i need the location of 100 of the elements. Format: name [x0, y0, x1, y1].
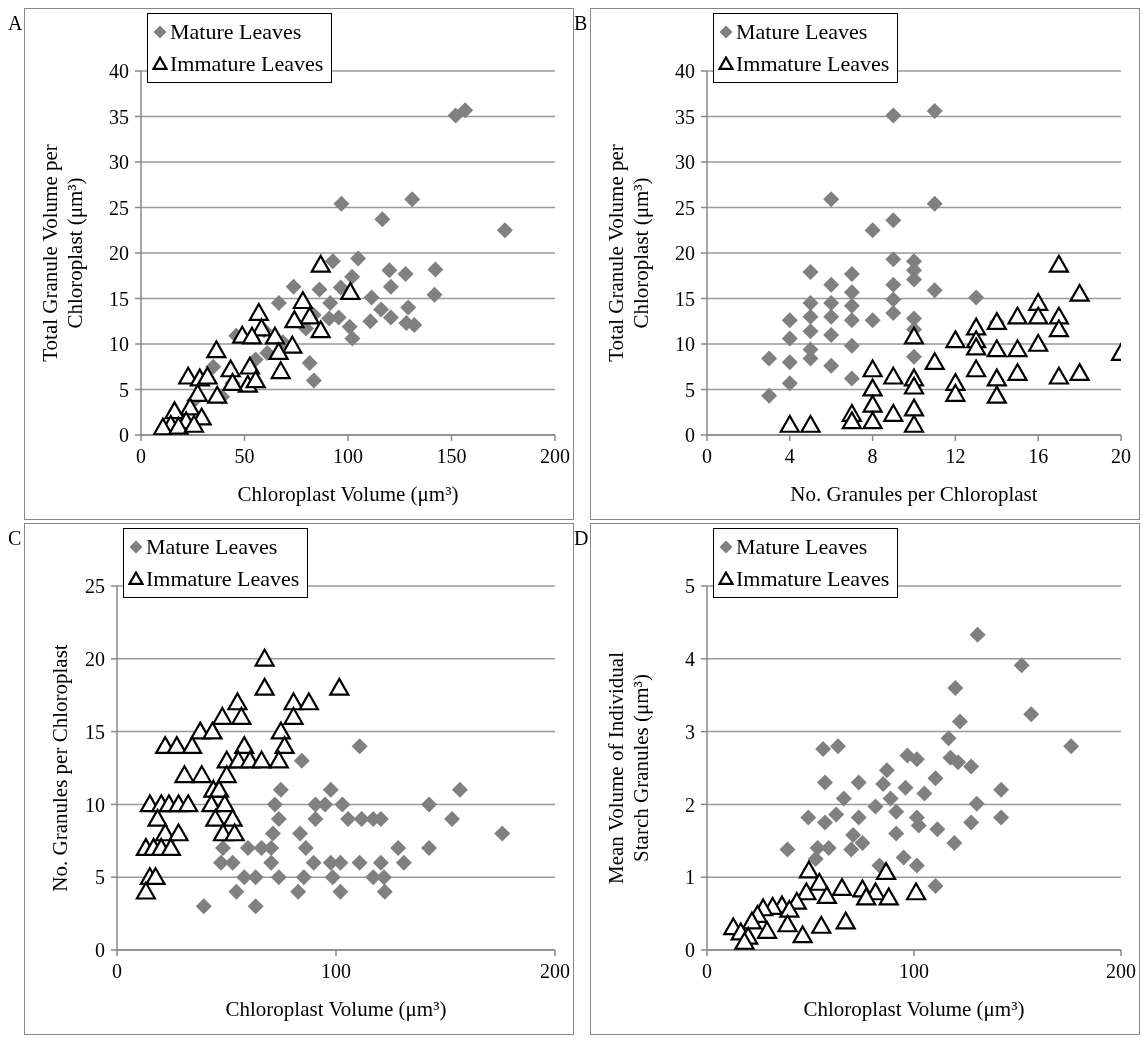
point: [350, 250, 367, 267]
point: [1048, 366, 1069, 385]
point: [1028, 306, 1049, 325]
point: [798, 860, 819, 879]
point: [254, 648, 275, 667]
point: [862, 378, 883, 397]
point: [1023, 706, 1040, 723]
point: [986, 368, 1007, 387]
point: [815, 741, 832, 758]
point: [816, 774, 833, 791]
point: [268, 750, 289, 769]
y-axis-title: No. Granules per Chloroplast: [48, 644, 72, 892]
point: [381, 262, 398, 279]
point: [329, 677, 350, 696]
point: [1069, 283, 1090, 302]
point: [885, 212, 902, 229]
point: [1007, 339, 1028, 358]
point: [191, 765, 212, 784]
legend-label: Immature Leaves: [146, 565, 300, 593]
point: [340, 810, 357, 827]
point: [807, 851, 824, 867]
point: [376, 883, 393, 900]
point: [862, 359, 883, 378]
point: [828, 806, 845, 823]
point: [293, 752, 310, 769]
point: [187, 383, 208, 402]
point: [929, 821, 946, 838]
point: [945, 383, 966, 402]
point: [231, 706, 252, 725]
point: [292, 825, 309, 842]
point: [197, 366, 218, 385]
point: [1028, 292, 1049, 311]
y-tick-label: 35: [675, 105, 695, 128]
y-tick-label: 0: [685, 939, 695, 962]
point: [263, 854, 280, 871]
point: [284, 310, 305, 329]
point: [781, 354, 798, 371]
legend-label: Immature Leaves: [170, 50, 324, 78]
point: [823, 191, 840, 208]
point: [906, 348, 922, 365]
x-tick-label: 200: [540, 445, 570, 468]
point: [373, 301, 390, 318]
point: [207, 385, 228, 404]
text: C: [8, 527, 22, 549]
point: [885, 305, 902, 322]
point: [945, 330, 966, 349]
point: [756, 920, 778, 939]
point: [816, 814, 833, 831]
point: [285, 278, 302, 295]
y-tick-label: 30: [109, 151, 129, 174]
legend-label: Mature Leaves: [146, 533, 278, 561]
point: [351, 854, 368, 871]
point: [940, 730, 957, 747]
point: [382, 278, 399, 295]
point: [292, 291, 313, 310]
point: [274, 736, 295, 755]
point: [206, 340, 227, 359]
y-tick-label: 35: [109, 105, 129, 128]
y-tick-label: 2: [685, 793, 695, 816]
point: [404, 191, 421, 208]
point: [421, 796, 438, 813]
x-tick-label: 100: [321, 960, 351, 983]
point: [351, 738, 368, 755]
point: [353, 810, 370, 827]
point: [968, 795, 985, 812]
point: [809, 872, 830, 891]
point: [779, 841, 796, 858]
point: [777, 914, 798, 933]
point: [883, 403, 904, 422]
point: [234, 736, 255, 755]
point: [254, 677, 275, 696]
point: [950, 754, 967, 771]
point: [841, 411, 862, 430]
point: [761, 387, 778, 404]
y-tick-label: 30: [675, 151, 695, 174]
point: [310, 254, 331, 273]
y-axis-title: Mean Volume of Individual Starch Granules (μm³): [604, 651, 653, 884]
point: [451, 781, 468, 798]
y-tick-label: 25: [109, 196, 129, 219]
point: [802, 308, 819, 325]
point: [741, 911, 763, 930]
point: [283, 706, 304, 725]
point: [374, 211, 391, 228]
y-tick-label: 15: [85, 720, 105, 743]
point: [147, 808, 168, 827]
point: [903, 414, 925, 433]
point: [781, 375, 798, 392]
point: [332, 883, 349, 900]
point: [878, 887, 899, 906]
point: [779, 899, 800, 918]
x-tick-label: 0: [702, 445, 712, 468]
point: [926, 103, 943, 120]
y-tick-label: 5: [119, 378, 129, 401]
point: [363, 289, 380, 306]
point: [835, 911, 856, 930]
point: [247, 898, 264, 915]
legend-label: Mature Leaves: [736, 533, 868, 561]
point: [781, 312, 798, 329]
point: [270, 721, 291, 740]
point: [208, 779, 230, 798]
